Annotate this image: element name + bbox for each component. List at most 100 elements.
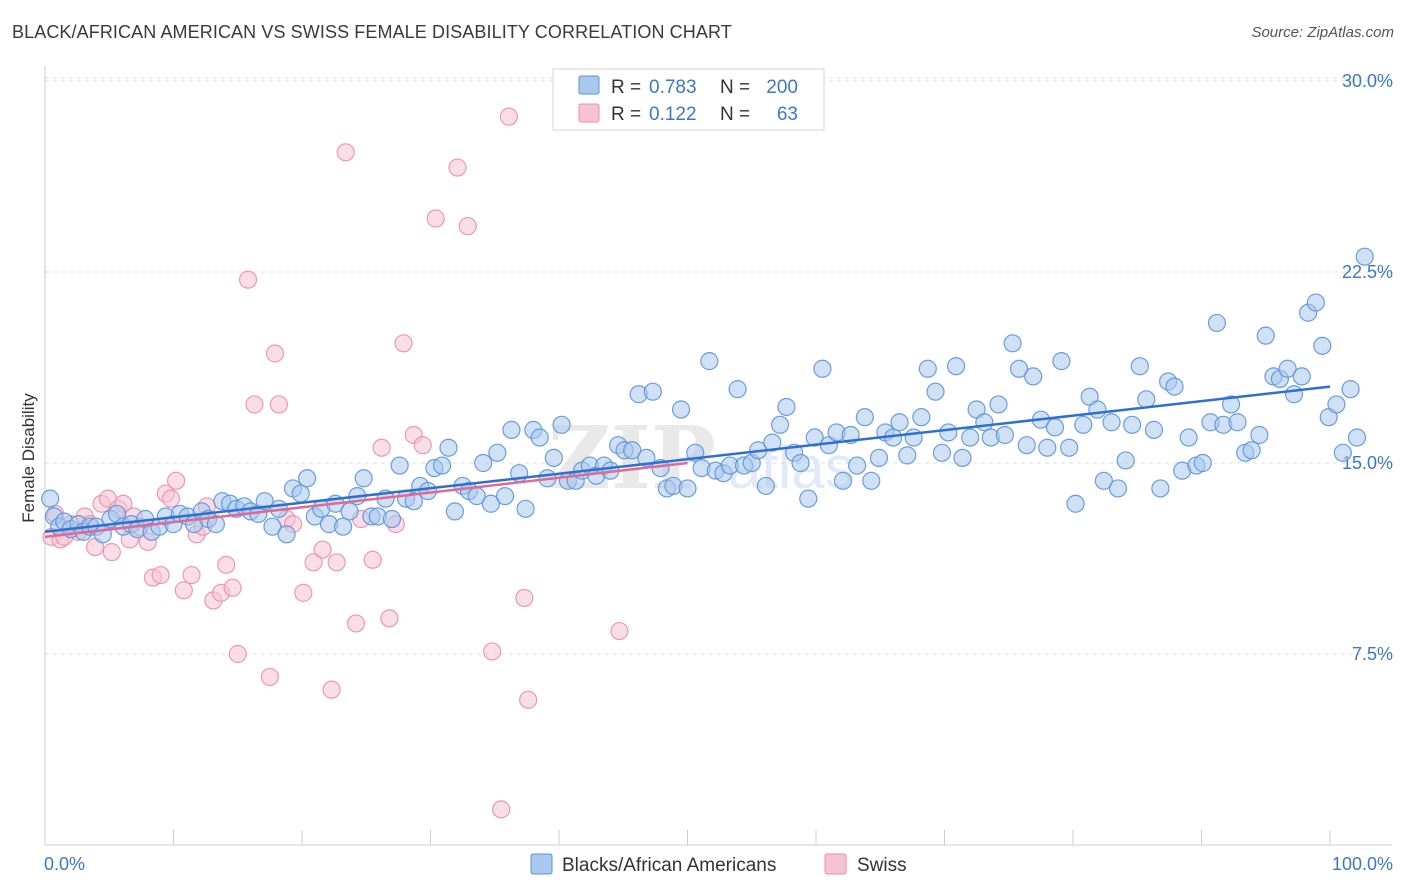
blacks-point	[530, 428, 549, 447]
swiss-point	[372, 438, 391, 457]
blacks-point	[1228, 413, 1247, 432]
blacks-point	[1313, 336, 1332, 355]
axes	[44, 66, 1392, 846]
legend-bottom: Blacks/African Americans Swiss	[530, 853, 907, 876]
blacks-point	[1341, 380, 1360, 399]
blacks-point	[904, 428, 923, 447]
blacks-point	[1179, 428, 1198, 447]
blacks-point	[544, 448, 563, 468]
legend-bottom-swatch-blacks	[530, 853, 553, 875]
y-axis-tick-labels: 7.5% 15.0% 22.5% 30.0%	[1342, 71, 1393, 664]
blacks-point	[848, 456, 867, 475]
y-tick-label: 22.5%	[1342, 262, 1393, 282]
blacks-point	[961, 428, 980, 447]
blacks-point	[516, 499, 535, 518]
blacks-point	[1137, 390, 1156, 409]
blacks-point	[1045, 418, 1065, 437]
blacks-point	[1066, 494, 1085, 513]
blacks-point	[1123, 415, 1142, 434]
blacks-point	[474, 453, 493, 473]
blacks-point	[671, 400, 691, 419]
blacks-point	[953, 448, 972, 468]
blacks-point	[263, 517, 282, 536]
blacks-point	[1306, 293, 1325, 312]
blacks-point	[206, 515, 226, 534]
swiss-point	[519, 690, 538, 709]
chart-title: BLACK/AFRICAN AMERICAN VS SWISS FEMALE D…	[12, 22, 732, 42]
blacks-point	[1355, 247, 1374, 266]
legend-r-label: R =	[611, 104, 641, 125]
blacks-point	[334, 517, 353, 536]
swiss-point	[492, 800, 511, 819]
blacks-point	[1221, 395, 1241, 414]
blacks-point	[1009, 359, 1029, 378]
swiss-point	[102, 543, 121, 562]
swiss-point	[380, 609, 399, 628]
blacks-point	[756, 476, 775, 496]
swiss-point	[260, 667, 279, 687]
y-tick-label: 15.0%	[1342, 453, 1393, 473]
blacks-point	[277, 525, 296, 544]
blacks-point	[926, 382, 945, 401]
blacks-point	[1207, 313, 1227, 333]
swiss-point	[313, 540, 332, 559]
blacks-point	[1116, 451, 1135, 470]
blacks-point	[1144, 420, 1164, 439]
blacks-point	[1130, 357, 1149, 376]
blacks-point	[354, 469, 373, 488]
swiss-point	[363, 550, 382, 569]
blacks-point	[946, 357, 966, 376]
blacks-point	[643, 382, 662, 401]
blacks-point	[1052, 352, 1071, 371]
swiss-point	[327, 553, 346, 572]
swiss-point	[174, 581, 193, 600]
trend-lines	[44, 385, 1331, 539]
trend-line-swiss	[44, 461, 688, 539]
swiss-point	[448, 158, 467, 177]
blacks-point	[552, 415, 571, 434]
legend-n-label: N =	[720, 77, 750, 98]
blacks-point	[799, 489, 818, 508]
swiss-point	[483, 642, 502, 661]
legend-r-label: R =	[611, 77, 641, 98]
swiss-point	[166, 471, 186, 490]
blacks-point	[898, 446, 917, 465]
blacks-point	[989, 395, 1008, 414]
blacks-point	[763, 433, 782, 452]
swiss-point	[182, 565, 201, 585]
blacks-point	[404, 492, 423, 511]
blacks-point	[298, 469, 317, 488]
swiss-point	[228, 644, 247, 664]
blacks-point	[291, 484, 310, 503]
legend-n-label: N =	[720, 104, 750, 125]
legend-n-value: 200	[766, 77, 798, 98]
blacks-point	[1151, 479, 1170, 498]
gridlines	[45, 77, 1392, 655]
swiss-point	[426, 209, 445, 228]
blacks-point	[1108, 479, 1128, 498]
blacks-point	[1193, 453, 1212, 473]
y-tick-label: 30.0%	[1342, 71, 1393, 91]
blacks-point	[1333, 443, 1352, 462]
swiss-point	[238, 270, 258, 289]
blacks-point	[912, 408, 931, 427]
blacks-point	[495, 487, 515, 506]
blacks-point	[995, 425, 1014, 445]
swiss-point	[322, 680, 341, 699]
blacks-point	[777, 397, 796, 417]
blacks-point	[1327, 395, 1346, 414]
swiss-point	[245, 395, 264, 414]
blacks-point	[41, 489, 60, 508]
blacks-point	[1003, 334, 1022, 353]
blacks-point	[890, 413, 909, 432]
blacks-point	[1347, 428, 1367, 447]
swiss-point	[499, 107, 518, 126]
blacks-point	[700, 352, 719, 371]
swiss-point	[223, 578, 242, 597]
swiss-point	[217, 555, 236, 574]
series-swiss-points	[42, 107, 629, 819]
blacks-point	[390, 456, 409, 475]
blacks-point	[833, 471, 853, 490]
blacks-point	[1284, 385, 1304, 404]
blacks-point	[1024, 367, 1043, 386]
